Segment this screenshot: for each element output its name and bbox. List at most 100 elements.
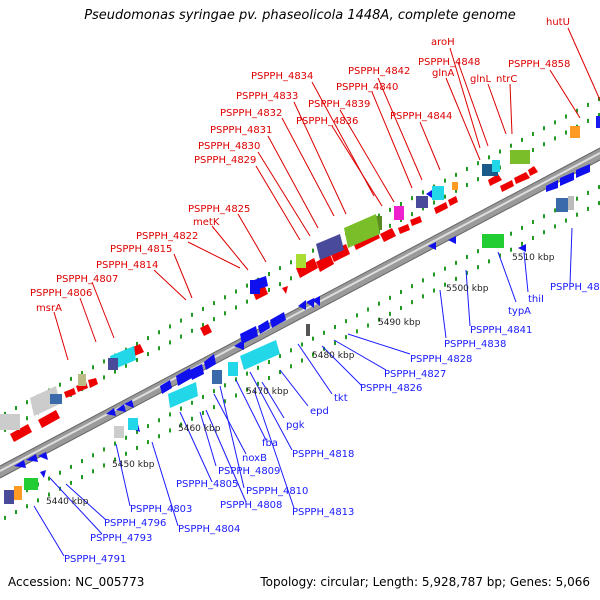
- track-tick: [279, 370, 281, 375]
- feature-box: [432, 186, 444, 200]
- track-tick: [169, 340, 171, 345]
- track-tick: [48, 476, 50, 481]
- track-tick: [180, 334, 182, 339]
- track-tick: [136, 357, 138, 362]
- track-tick: [246, 371, 248, 376]
- feature-box: [568, 196, 574, 210]
- gene-label-PSPPH_4838: PSPPH_4838: [444, 339, 506, 350]
- track-tick: [15, 406, 17, 411]
- gene-label-PSPPH_4831: PSPPH_4831: [210, 125, 272, 136]
- track-tick: [224, 311, 226, 316]
- gene-label-glnA: glnA: [432, 68, 454, 79]
- track-tick: [334, 324, 336, 329]
- gene-arrow: [298, 300, 306, 310]
- feature-box: [4, 490, 14, 504]
- track-tick: [312, 248, 314, 253]
- track-tick: [235, 393, 237, 398]
- track-tick: [246, 387, 248, 392]
- track-tick: [92, 365, 94, 370]
- track-tick: [411, 212, 413, 217]
- gene-label-aroH: aroH: [431, 37, 455, 48]
- track-tick: [103, 463, 105, 468]
- feature-boxes: [0, 116, 600, 504]
- track-tick: [180, 422, 182, 427]
- gene-label-PSPPH_4804: PSPPH_4804: [178, 524, 240, 535]
- track-tick: [202, 322, 204, 327]
- forward-label-connectors: [53, 27, 600, 361]
- track-tick: [136, 445, 138, 450]
- track-tick: [565, 130, 567, 135]
- track-tick: [455, 172, 457, 177]
- gene-label-PSPPH_4807: PSPPH_4807: [56, 274, 118, 285]
- track-tick: [576, 108, 578, 113]
- gene-arrow: [330, 244, 350, 262]
- feature-box: [570, 126, 580, 138]
- gene-label-PSPPH_4840: PSPPH_4840: [336, 82, 398, 93]
- track-tick: [510, 143, 512, 148]
- track-tick: [587, 206, 589, 211]
- feature-box: [416, 196, 428, 208]
- gene-label-msrA: msrA: [36, 303, 62, 314]
- gene-label-PSPPH_4830: PSPPH_4830: [198, 141, 260, 152]
- track-tick: [125, 435, 127, 440]
- scale-label: 5440 kbp: [46, 497, 89, 507]
- track-tick: [543, 230, 545, 235]
- track-tick: [81, 371, 83, 376]
- track-tick: [565, 114, 567, 119]
- gene-label-PSPPH_4854: PSPPH_4854: [550, 282, 600, 293]
- track-tick: [48, 492, 50, 497]
- track-tick: [191, 400, 193, 405]
- feature-box: [482, 234, 504, 248]
- track-tick: [147, 424, 149, 429]
- gene-label-PSPPH_4810: PSPPH_4810: [246, 486, 308, 497]
- track-tick: [92, 469, 94, 474]
- scale-label: 5510 kbp: [512, 253, 555, 263]
- gene-label-ntrC: ntrC: [496, 74, 517, 85]
- gene-arrow: [316, 254, 334, 272]
- track-tick: [169, 428, 171, 433]
- track-tick: [521, 241, 523, 246]
- track-tick: [378, 317, 380, 322]
- track-tick: [290, 364, 292, 369]
- gene-arrow: [282, 286, 288, 294]
- gene-label-PSPPH_4825: PSPPH_4825: [188, 204, 250, 215]
- track-tick: [268, 287, 270, 292]
- track-tick: [521, 225, 523, 230]
- feature-box: [128, 418, 138, 430]
- track-tick: [268, 359, 270, 364]
- gene-label-PSPPH_4836: PSPPH_4836: [296, 116, 358, 127]
- track-tick: [70, 464, 72, 469]
- track-tick: [356, 313, 358, 318]
- track-tick: [158, 434, 160, 439]
- gene-label-tkt: tkt: [334, 393, 348, 404]
- gene-label-PSPPH_4818: PSPPH_4818: [292, 449, 354, 460]
- track-tick: [554, 224, 556, 229]
- gene-label-PSPPH_4848: PSPPH_4848: [418, 57, 480, 68]
- track-tick: [488, 259, 490, 264]
- track-tick: [422, 190, 424, 195]
- track-tick: [246, 283, 248, 288]
- gene-arrow: [488, 174, 502, 186]
- track-tick: [169, 412, 171, 417]
- forward-gene-labels: hutU aroH PSPPH_4848 glnA glnL ntrC PSPP…: [30, 17, 570, 314]
- gene-arrow: [448, 236, 456, 244]
- scale-label: 5480 kbp: [312, 351, 355, 361]
- reverse-label-connectors: [33, 227, 573, 557]
- track-tick: [356, 329, 358, 334]
- track-tick: [466, 255, 468, 260]
- track-tick: [422, 278, 424, 283]
- track-tick: [532, 148, 534, 153]
- feature-box: [212, 370, 222, 384]
- gene-label-thiI: thiI: [528, 294, 544, 305]
- gene-arrow: [176, 368, 192, 386]
- gene-label-PSPPH_4815: PSPPH_4815: [110, 244, 172, 255]
- gene-arrow: [514, 172, 530, 184]
- track-tick: [477, 265, 479, 270]
- track-tick: [103, 375, 105, 380]
- track-tick: [499, 149, 501, 154]
- track-tick: [598, 185, 600, 190]
- track-tick: [26, 488, 28, 493]
- gene-label-PSPPH_4839: PSPPH_4839: [308, 99, 370, 110]
- gene-label-PSPPH_4844: PSPPH_4844: [390, 111, 452, 122]
